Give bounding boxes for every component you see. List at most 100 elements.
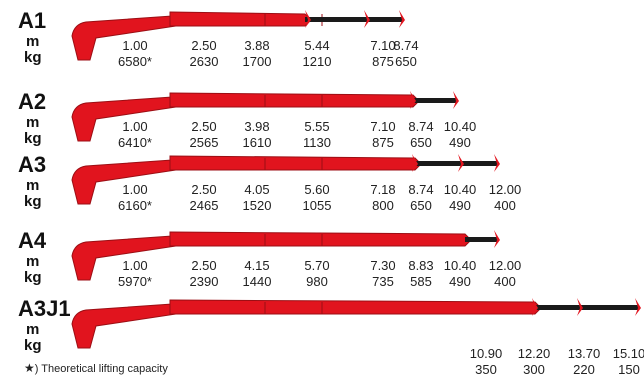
capacity-value: 400 bbox=[494, 198, 516, 213]
distance-value: 7.18 bbox=[370, 182, 395, 197]
boom-tip bbox=[364, 10, 370, 28]
capacity-value: 2390 bbox=[190, 274, 219, 289]
extension-boom bbox=[465, 237, 497, 242]
boom-tip bbox=[577, 298, 583, 316]
capacity-unit: kg bbox=[24, 49, 42, 66]
capacity-value: 490 bbox=[449, 274, 471, 289]
distance-value: 10.40 bbox=[444, 119, 477, 134]
capacity-value: 6410* bbox=[118, 135, 152, 150]
capacity-unit: kg bbox=[24, 193, 42, 210]
main-boom bbox=[169, 11, 312, 27]
capacity-value: 2565 bbox=[190, 135, 219, 150]
distance-value: 5.55 bbox=[304, 119, 329, 134]
capacity-value: 585 bbox=[410, 274, 432, 289]
capacity-value: 800 bbox=[372, 198, 394, 213]
distance-value: 7.10 bbox=[370, 119, 395, 134]
distance-value: 2.50 bbox=[191, 258, 216, 273]
capacity-value: 1610 bbox=[243, 135, 272, 150]
distance-value: 5.60 bbox=[304, 182, 329, 197]
capacity-value: 350 bbox=[475, 362, 497, 377]
distance-value: 2.50 bbox=[191, 38, 216, 53]
main-boom bbox=[169, 231, 472, 247]
capacity-value: 875 bbox=[372, 135, 394, 150]
capacity-value: 1055 bbox=[303, 198, 332, 213]
distance-value: 3.88 bbox=[244, 38, 269, 53]
boom-tip bbox=[305, 10, 311, 28]
boom-column bbox=[71, 235, 177, 281]
capacity-unit: kg bbox=[24, 130, 42, 147]
distance-unit: m bbox=[26, 321, 39, 338]
footnote-text: ) Theoretical lifting capacity bbox=[34, 363, 168, 375]
boom-column bbox=[71, 15, 177, 61]
distance-value: 1.00 bbox=[122, 119, 147, 134]
boom-column bbox=[71, 159, 177, 205]
distance-value: 8.74 bbox=[408, 182, 433, 197]
distance-value: 2.50 bbox=[191, 182, 216, 197]
distance-value: 12.20 bbox=[518, 346, 551, 361]
capacity-value: 1520 bbox=[243, 198, 272, 213]
distance-value: 8.74 bbox=[408, 119, 433, 134]
capacity-unit: kg bbox=[24, 337, 42, 354]
crane-4 bbox=[71, 230, 500, 281]
distance-value: 12.00 bbox=[489, 182, 522, 197]
distance-value: 10.40 bbox=[444, 258, 477, 273]
extension-boom bbox=[413, 98, 456, 103]
main-boom bbox=[169, 155, 422, 171]
distance-value: 15.10 bbox=[613, 346, 644, 361]
capacity-value: 980 bbox=[306, 274, 328, 289]
config-name: A2 bbox=[18, 89, 46, 114]
distance-value: 4.05 bbox=[244, 182, 269, 197]
capacity-value: 650 bbox=[410, 198, 432, 213]
capacity-value: 735 bbox=[372, 274, 394, 289]
capacity-value: 490 bbox=[449, 135, 471, 150]
capacity-value: 300 bbox=[523, 362, 545, 377]
boom-column bbox=[71, 96, 177, 142]
crane-3 bbox=[71, 154, 500, 205]
boom-tip bbox=[635, 298, 641, 316]
capacity-value: 6580* bbox=[118, 54, 152, 69]
distance-value: 12.00 bbox=[489, 258, 522, 273]
extension-boom bbox=[415, 161, 497, 166]
boom-tip bbox=[412, 154, 418, 172]
boom-tip bbox=[494, 154, 500, 172]
capacity-value: 650 bbox=[410, 135, 432, 150]
distance-value: 10.40 bbox=[444, 182, 477, 197]
capacity-value: 220 bbox=[573, 362, 595, 377]
crane-1 bbox=[71, 10, 405, 61]
crane-5 bbox=[71, 298, 641, 349]
distance-unit: m bbox=[26, 253, 39, 270]
distance-value: 1.00 bbox=[122, 258, 147, 273]
capacity-value: 1700 bbox=[243, 54, 272, 69]
main-boom bbox=[169, 92, 420, 108]
distance-value: 5.44 bbox=[304, 38, 329, 53]
config-name: A3J1 bbox=[18, 296, 71, 321]
capacity-value: 5970* bbox=[118, 274, 152, 289]
capacity-value: 6160* bbox=[118, 198, 152, 213]
capacity-value: 150 bbox=[618, 362, 640, 377]
main-boom bbox=[169, 299, 542, 315]
distance-value: 2.50 bbox=[191, 119, 216, 134]
distance-value: 7.30 bbox=[370, 258, 395, 273]
distance-value: 13.70 bbox=[568, 346, 601, 361]
boom-tip bbox=[399, 10, 405, 28]
boom-tip bbox=[453, 91, 459, 109]
capacity-value: 1130 bbox=[303, 135, 331, 150]
crane-2 bbox=[71, 91, 459, 142]
boom-tip bbox=[532, 298, 538, 316]
distance-value: 1.00 bbox=[122, 38, 147, 53]
distance-unit: m bbox=[26, 177, 39, 194]
capacity-value: 400 bbox=[494, 274, 516, 289]
boom-tip bbox=[494, 230, 500, 248]
extension-boom bbox=[535, 305, 638, 310]
distance-value: 10.90 bbox=[470, 346, 503, 361]
config-name: A3 bbox=[18, 152, 46, 177]
boom-column bbox=[71, 303, 177, 349]
boom-tip bbox=[410, 91, 416, 109]
capacity-value: 1210 bbox=[303, 54, 332, 69]
